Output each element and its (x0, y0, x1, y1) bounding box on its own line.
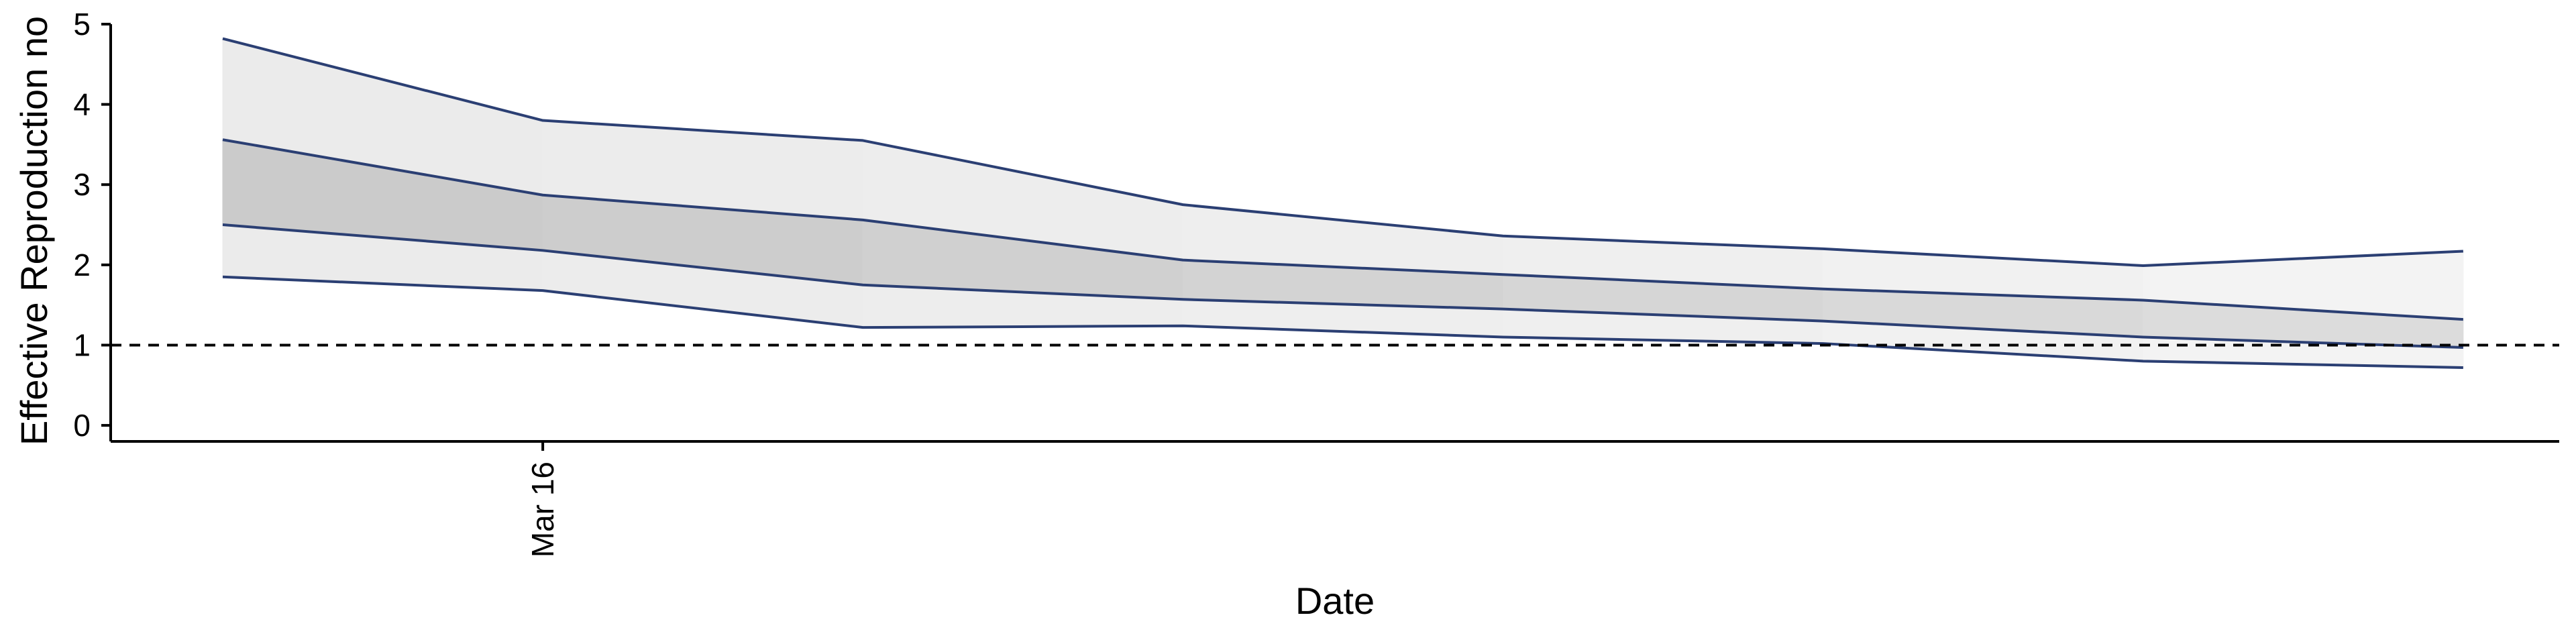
x-tick-label-1: Mar 16 (525, 462, 560, 557)
y-tick-label-1: 1 (73, 327, 91, 362)
ribbon-bands (222, 38, 2464, 368)
y-tick-label-5: 5 (73, 7, 91, 42)
x-axis-title: Date (1295, 580, 1375, 622)
axes (109, 23, 2559, 443)
y-axis-ticks: 0 1 2 3 4 5 (73, 7, 111, 443)
y-tick-label-3: 3 (73, 167, 91, 202)
line-outer-upper (222, 37, 2463, 268)
bound-lines (222, 37, 2463, 369)
y-tick-label-2: 2 (73, 248, 91, 282)
line-inner-upper (222, 138, 2463, 321)
y-axis-title: Effective Reproduction no (13, 16, 55, 445)
line-outer-lower (222, 275, 2463, 369)
y-tick-label-4: 4 (73, 87, 91, 122)
x-axis-ticks: Mar 16 (525, 441, 560, 557)
y-tick-label-0: 0 (73, 408, 91, 443)
line-inner-lower (222, 223, 2463, 350)
